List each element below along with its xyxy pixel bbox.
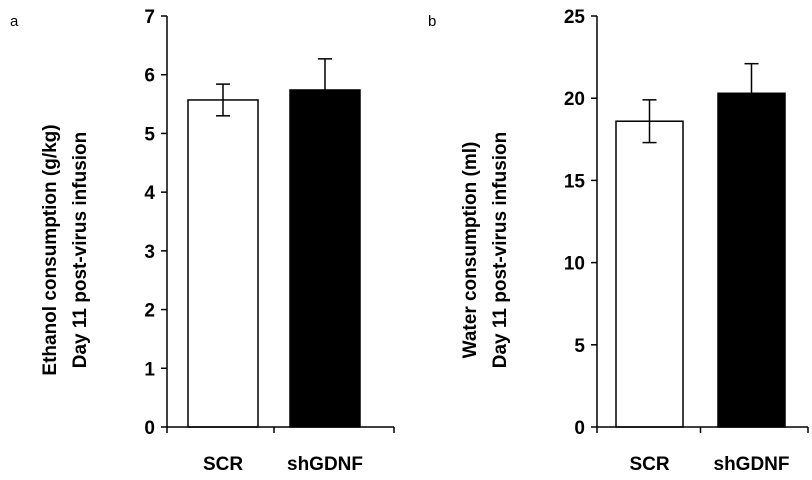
category-label: SCR: [629, 454, 669, 475]
y-tick-label: 7: [144, 7, 155, 28]
y-axis-label-line2: Day 11 post-virus infusion: [490, 132, 511, 369]
category-label: shGDNF: [714, 454, 790, 475]
bar-scr: [187, 99, 259, 428]
panel-label: b: [428, 13, 436, 30]
y-tick-label: 5: [574, 336, 585, 357]
y-tick-label: 2: [144, 301, 155, 322]
y-tick-label: 3: [144, 242, 155, 263]
category-label: SCR: [203, 454, 243, 475]
y-tick-label: 10: [564, 254, 585, 275]
y-tick-label: 6: [144, 66, 155, 87]
y-tick-label: 0: [574, 418, 585, 439]
y-axis-label: Water consumption (ml): [460, 142, 481, 359]
panel-label: a: [10, 13, 19, 30]
y-tick-label: 25: [564, 7, 586, 28]
y-tick-label: 5: [144, 124, 155, 145]
chart-panel-a: a Ethanol consumption (g/kg) Day 11 post-v…: [10, 7, 395, 475]
y-tick-label: 20: [564, 89, 585, 110]
bar-shgdnf: [717, 92, 786, 428]
chart-panel-b: b Water consumption (ml) Day 11 post-virus…: [428, 7, 809, 475]
y-tick-label: 0: [144, 418, 155, 439]
y-tick-label: 15: [564, 171, 586, 192]
bar-scr: [615, 120, 684, 428]
y-axis-label: Ethanol consumption (g/kg): [40, 124, 61, 375]
bar-shgdnf: [289, 89, 361, 428]
y-tick-label: 4: [144, 183, 155, 204]
y-axis-label-line2: Day 11 post-virus infusion: [70, 132, 91, 369]
category-label: shGDNF: [287, 454, 363, 475]
y-tick-label: 1: [144, 359, 155, 380]
